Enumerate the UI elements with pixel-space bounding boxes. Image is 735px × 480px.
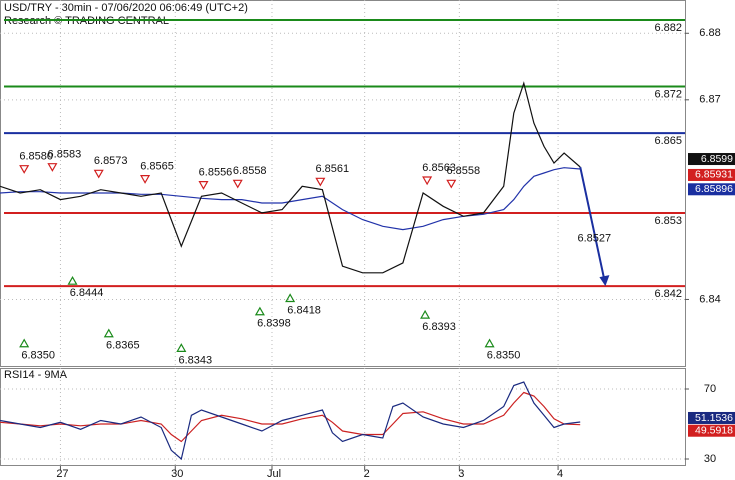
low-marker <box>484 338 495 348</box>
high-marker <box>198 181 209 190</box>
x-tick-label: 3 <box>458 468 464 480</box>
series-line <box>0 381 581 461</box>
projection-arrow <box>579 166 606 281</box>
high-marker <box>315 177 326 187</box>
series-line <box>0 167 581 231</box>
projection-label: 6.8527 <box>577 232 611 244</box>
price-tag <box>688 183 735 196</box>
price-tag-label: 6.85931 <box>695 169 733 181</box>
marker-label: 6.8350 <box>21 350 55 362</box>
marker-label: 6.8556 <box>199 167 233 179</box>
marker-label: 6.8418 <box>287 304 321 316</box>
low-marker <box>103 328 114 338</box>
chart-title: USD/TRY - 30min - 07/06/2020 06:06:49 (U… <box>4 2 248 14</box>
marker-label: 6.8558 <box>233 165 267 177</box>
marker-label: 6.8573 <box>94 155 128 167</box>
arrow-head <box>599 275 610 287</box>
marker-label: 6.8365 <box>106 340 140 352</box>
high-marker <box>93 169 104 179</box>
price-tag-label: 49.5918 <box>695 424 733 436</box>
marker-label: 6.8343 <box>178 354 212 366</box>
price-tag <box>688 168 735 181</box>
marker-label: 6.8558 <box>446 165 480 177</box>
marker-label: 6.8393 <box>422 321 456 333</box>
level-label: 6.842 <box>654 288 682 300</box>
x-tick-label: Jul <box>267 468 281 480</box>
x-tick-label: 30 <box>171 468 183 480</box>
price-tag-label: 6.8599 <box>701 153 733 165</box>
y-tick-label: 6.88 <box>699 27 720 39</box>
x-tick-label: 4 <box>557 468 563 480</box>
low-marker <box>420 309 431 319</box>
y-tick-label: 6.87 <box>699 94 720 106</box>
level-label: 6.872 <box>654 88 682 100</box>
high-marker <box>446 179 457 189</box>
marker-label: 6.8398 <box>257 318 291 330</box>
price-tag <box>688 411 735 424</box>
rsi-title: RSI14 - 9MA <box>4 369 68 381</box>
price-tag <box>688 153 735 166</box>
high-marker <box>47 163 58 172</box>
price-tag-label: 51.1536 <box>695 412 733 424</box>
marker-label: 6.8561 <box>316 163 350 175</box>
marker-label: 6.8580 <box>19 151 53 163</box>
y-tick-label: 30 <box>704 453 716 465</box>
marker-label: 6.8444 <box>70 287 104 299</box>
high-marker <box>19 165 30 174</box>
low-marker <box>19 338 30 348</box>
price-tag-label: 6.85896 <box>695 183 733 195</box>
price-tag <box>688 424 735 437</box>
high-marker <box>140 175 151 184</box>
series-line <box>0 391 581 443</box>
marker-label: 6.8565 <box>140 161 174 173</box>
low-marker <box>254 306 265 316</box>
x-tick-label: 2 <box>364 468 370 480</box>
marker-label: 6.8583 <box>48 149 82 161</box>
level-label: 6.865 <box>654 135 682 147</box>
high-marker <box>232 179 243 189</box>
level-label: 6.853 <box>654 215 682 227</box>
low-marker <box>176 343 187 352</box>
level-label: 6.882 <box>654 22 682 34</box>
price-panel-frame <box>0 0 686 367</box>
rsi-panel-frame <box>0 368 686 466</box>
low-marker <box>67 275 78 285</box>
y-tick-label: 6.84 <box>699 293 720 305</box>
marker-label: 6.8563 <box>422 162 456 174</box>
x-tick-label: 27 <box>56 468 68 480</box>
low-marker <box>285 293 296 303</box>
y-tick-label: 70 <box>704 383 716 395</box>
high-marker <box>422 176 433 186</box>
marker-label: 6.8350 <box>487 350 521 362</box>
series-line <box>0 81 581 274</box>
